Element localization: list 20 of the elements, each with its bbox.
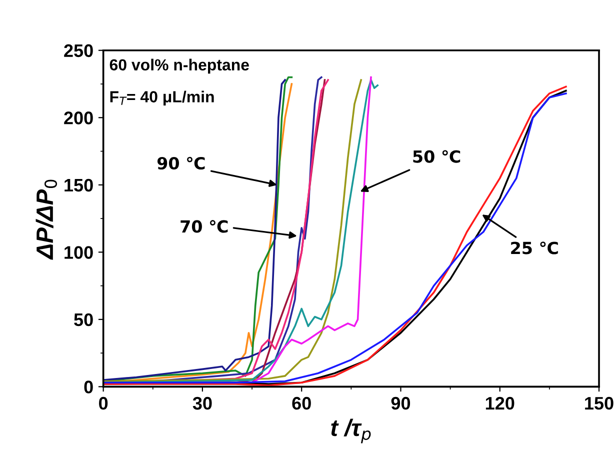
y-tick-label: 250 [64, 44, 93, 58]
annotation: 50 ℃ [413, 150, 460, 163]
annotation: 25 ℃ [511, 242, 558, 254]
x-tick-label: 0 [99, 396, 108, 410]
x-tick-label: 60 [292, 396, 311, 410]
y-tick-label: 200 [64, 112, 93, 124]
x-tick-label: 150 [585, 396, 614, 410]
y-tick-label: 150 [64, 178, 93, 192]
x-axis-title: t /τ$_{p}$ [331, 418, 371, 444]
y-tick-label: 100 [64, 246, 93, 259]
annotation: 90 ℃ [157, 156, 205, 170]
x-tick-label: 90 [391, 396, 410, 410]
y-tick-label: 50 [74, 313, 93, 326]
annotation: 60 vol% n-heptane [110, 58, 249, 74]
x-tick-label: 30 [192, 396, 212, 410]
annotation: 70 ℃ [180, 220, 228, 233]
x-tick-label: 120 [486, 396, 514, 410]
y-axis-title: ΔP/ΔP$_{0}$ [36, 180, 58, 260]
y-tick-label: 0 [84, 380, 93, 394]
annotation: F$_{T}$= 40 μL/min [110, 90, 214, 106]
